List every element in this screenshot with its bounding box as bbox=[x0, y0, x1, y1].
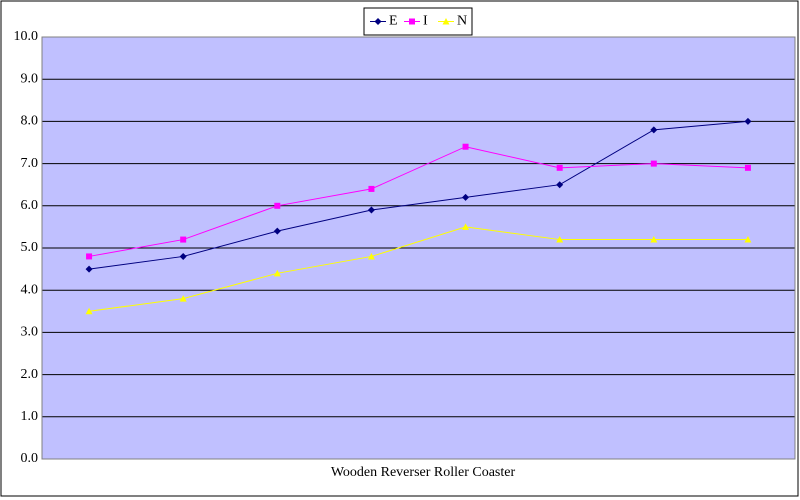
marker bbox=[744, 164, 751, 171]
marker bbox=[86, 253, 93, 260]
marker bbox=[273, 269, 281, 277]
marker bbox=[274, 202, 281, 209]
y-tick-label: 6.0 bbox=[21, 198, 39, 213]
marker bbox=[273, 227, 281, 235]
y-tick-label: 5.0 bbox=[21, 240, 39, 255]
marker bbox=[556, 236, 564, 243]
y-tick-label: 9.0 bbox=[21, 71, 39, 86]
marker bbox=[650, 160, 657, 167]
plot-border bbox=[41, 36, 796, 460]
marker bbox=[462, 223, 470, 230]
marker bbox=[442, 18, 450, 25]
y-tick-label: 8.0 bbox=[21, 114, 39, 129]
y-tick-label: 2.0 bbox=[21, 367, 39, 382]
y-tick-label: 10.0 bbox=[14, 29, 39, 44]
legend-label: N bbox=[457, 14, 467, 29]
marker bbox=[374, 18, 382, 25]
marker bbox=[179, 295, 187, 302]
marker bbox=[462, 193, 470, 201]
marker bbox=[367, 206, 375, 214]
legend-label: I bbox=[423, 14, 428, 29]
marker bbox=[744, 236, 752, 243]
y-tick-label: 4.0 bbox=[21, 282, 39, 297]
marker bbox=[368, 185, 375, 192]
x-axis-title: Wooden Reverser Roller Coaster bbox=[331, 465, 516, 480]
marker bbox=[180, 236, 187, 243]
y-tick-label: 3.0 bbox=[21, 325, 39, 340]
y-tick-label: 1.0 bbox=[21, 409, 39, 424]
marker bbox=[85, 265, 93, 273]
series-line bbox=[88, 146, 748, 257]
marker bbox=[367, 252, 375, 260]
marker bbox=[179, 252, 187, 260]
series-line bbox=[88, 226, 748, 312]
series-line bbox=[88, 120, 748, 270]
marker bbox=[650, 126, 658, 134]
marker bbox=[556, 181, 564, 189]
y-tick-label: 0.0 bbox=[21, 451, 39, 466]
legend-label: E bbox=[389, 14, 398, 29]
marker bbox=[556, 164, 563, 171]
marker bbox=[462, 143, 469, 150]
y-tick-label: 7.0 bbox=[21, 156, 39, 171]
marker bbox=[744, 117, 752, 125]
marker bbox=[409, 18, 415, 25]
marker bbox=[650, 236, 658, 243]
marker bbox=[85, 307, 93, 315]
